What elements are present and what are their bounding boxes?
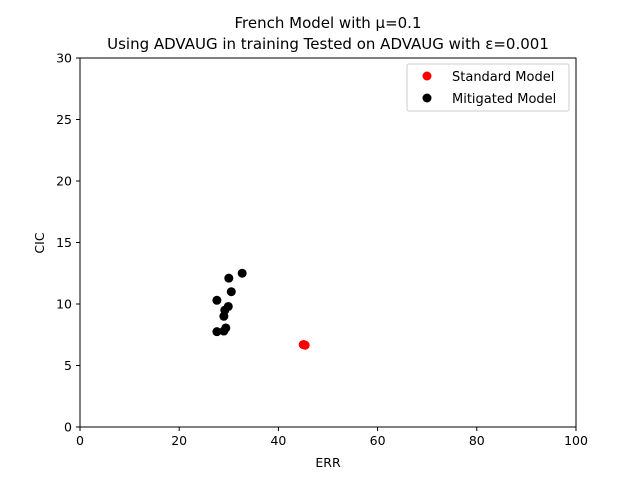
- chart-title-line-2: Using ADVAUG in training Tested on ADVAU…: [107, 35, 549, 53]
- y-tick-label: 0: [64, 420, 72, 435]
- mitigated-model-point: [224, 273, 234, 283]
- legend-label-mitigated: Mitigated Model: [452, 92, 556, 107]
- mitigated-model-point: [219, 311, 229, 321]
- data-points: [212, 268, 310, 350]
- ticks: 0 20 40 60 80 100 0 5 10 15 20 25 30: [56, 51, 588, 449]
- chart-title-line-1: French Model with μ=0.1: [235, 14, 422, 32]
- x-axis-label: ERR: [315, 455, 341, 470]
- legend-marker-standard: [422, 71, 432, 81]
- x-tick-label: 40: [270, 433, 286, 448]
- legend-label-standard: Standard Model: [452, 70, 554, 85]
- mitigated-model-point: [226, 287, 236, 297]
- mitigated-model-point: [219, 326, 229, 336]
- legend: Standard Model Mitigated Model: [406, 63, 570, 112]
- y-tick-label: 20: [56, 174, 72, 189]
- x-tick-label: 20: [171, 433, 187, 448]
- y-axis-label: CIC: [32, 232, 47, 253]
- x-tick-label: 100: [564, 433, 588, 448]
- y-tick-label: 30: [56, 51, 72, 66]
- mitigated-model-point: [237, 268, 247, 278]
- y-tick-label: 5: [64, 358, 72, 373]
- legend-box: [406, 63, 570, 112]
- mitigated-model-point: [212, 327, 222, 337]
- legend-marker-mitigated: [422, 93, 432, 103]
- y-tick-label: 10: [56, 297, 72, 312]
- standard-model-point: [298, 340, 308, 350]
- x-tick-label: 80: [469, 433, 485, 448]
- x-tick-label: 60: [370, 433, 386, 448]
- x-tick-label: 0: [76, 433, 84, 448]
- y-tick-label: 25: [56, 112, 72, 127]
- mitigated-model-point: [212, 295, 222, 305]
- y-tick-label: 15: [56, 235, 72, 250]
